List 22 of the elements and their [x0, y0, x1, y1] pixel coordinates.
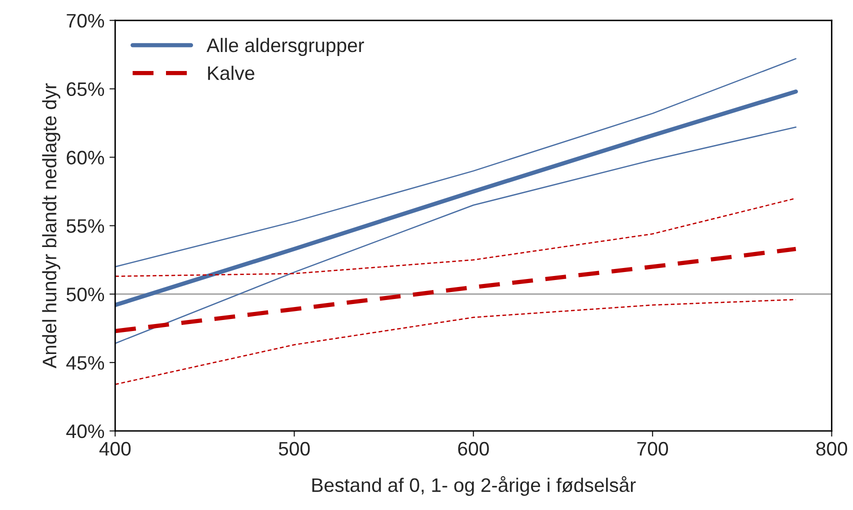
y-tick-label: 45%	[66, 356, 104, 370]
line-series	[115, 89, 798, 308]
x-tick-label: 700	[637, 442, 668, 456]
y-tick-label: 70%	[66, 14, 104, 28]
y-tick-label: 60%	[66, 150, 104, 164]
line-series	[115, 126, 796, 344]
legend-label: Kalve	[208, 66, 254, 80]
x-axis-title: Bestand af 0, 1- og 2-årige i fødselsår	[312, 476, 636, 496]
line-series	[115, 198, 796, 277]
legend-label: Alle aldersgrupper	[206, 38, 364, 56]
line-series	[115, 298, 796, 386]
line-series	[115, 246, 798, 334]
x-tick-label: 400	[99, 442, 131, 456]
y-tick-label: 50%	[66, 288, 104, 302]
y-tick-label: 55%	[66, 219, 104, 233]
y-tick-label: 40%	[66, 424, 104, 438]
line-series	[115, 58, 796, 268]
y-axis-title: Andel hundyr blandt nedlagte dyr	[42, 83, 60, 368]
x-tick-label: 500	[278, 442, 310, 456]
y-tick-label: 65%	[66, 82, 104, 96]
x-tick-label: 600	[458, 442, 489, 456]
x-tick-label: 800	[816, 442, 848, 456]
